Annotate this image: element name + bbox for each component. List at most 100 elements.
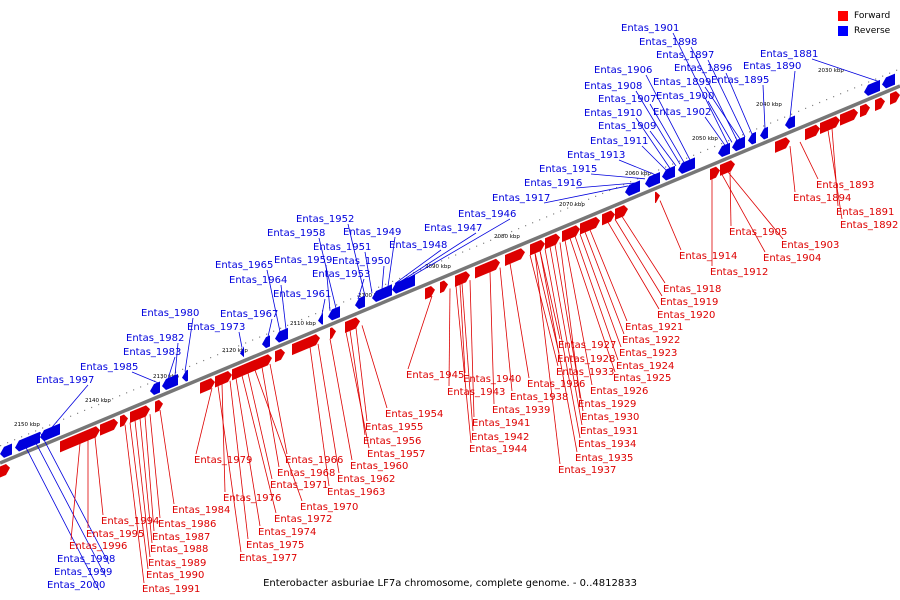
map-caption: Enterobacter asburiae LF7a chromosome, c… bbox=[263, 578, 637, 589]
gene-label: Entas_1895 bbox=[711, 75, 769, 86]
leader-line bbox=[184, 317, 194, 372]
legend: Forward Reverse bbox=[838, 8, 900, 38]
forward-gene bbox=[440, 280, 448, 294]
leader-line bbox=[280, 284, 287, 330]
reverse-gene bbox=[785, 115, 795, 129]
reverse-gene bbox=[760, 126, 768, 140]
scale-dot bbox=[210, 357, 212, 359]
scale-dot bbox=[77, 412, 79, 414]
scale-dot bbox=[658, 169, 660, 171]
leader-line bbox=[729, 171, 732, 227]
scale-dot bbox=[238, 345, 240, 347]
leader-line bbox=[489, 271, 495, 405]
gene-label: Entas_1972 bbox=[274, 514, 332, 525]
forward-gene bbox=[232, 354, 272, 381]
gene-label: Entas_1914 bbox=[679, 251, 737, 262]
scale-dot bbox=[623, 184, 625, 186]
tick-label: 2150 kbp bbox=[14, 422, 40, 428]
leader-line bbox=[554, 244, 584, 412]
forward-gene bbox=[580, 216, 600, 235]
forward-gene bbox=[455, 271, 470, 287]
gene-label: Entas_1933 bbox=[556, 367, 614, 378]
scale-dot bbox=[385, 283, 387, 285]
gene-label: Entas_1955 bbox=[365, 422, 423, 433]
scale-dot bbox=[357, 295, 359, 297]
legend-item-forward: Forward bbox=[838, 8, 900, 23]
scale-dot bbox=[231, 348, 233, 350]
scale-dot bbox=[91, 406, 93, 409]
leader-line bbox=[381, 265, 385, 290]
genes-layer bbox=[0, 73, 900, 478]
gene-label: Entas_1983 bbox=[123, 347, 181, 358]
forward-gene bbox=[155, 399, 163, 413]
reverse-gene bbox=[15, 431, 40, 452]
scale-dot bbox=[602, 192, 604, 195]
gene-label: Entas_1985 bbox=[80, 362, 138, 373]
scale-dot bbox=[826, 98, 828, 101]
leader-line bbox=[539, 250, 561, 340]
leader-line bbox=[387, 236, 396, 287]
scale-dot bbox=[854, 87, 856, 89]
gene-label: Entas_1947 bbox=[424, 223, 482, 234]
gene-label: Entas_1925 bbox=[613, 373, 671, 384]
gene-label: Entas_1894 bbox=[793, 193, 851, 204]
leader-line bbox=[704, 116, 726, 146]
scale-dot bbox=[182, 368, 184, 370]
scale-dot bbox=[413, 271, 415, 274]
leader-line bbox=[174, 342, 179, 376]
gene-label: Entas_1982 bbox=[126, 333, 184, 344]
tick-label: 2080 kbp bbox=[494, 234, 520, 240]
forward-gene bbox=[615, 205, 628, 220]
gene-label: Entas_1946 bbox=[458, 209, 516, 220]
forward-gene bbox=[840, 108, 858, 126]
gene-label: Entas_1939 bbox=[492, 405, 550, 416]
leader-line bbox=[575, 182, 636, 189]
gene-label: Entas_1920 bbox=[657, 310, 715, 321]
leader-lines-layer bbox=[21, 32, 879, 591]
scale-dot bbox=[28, 433, 30, 435]
leader-line bbox=[539, 250, 578, 453]
scale-dot bbox=[49, 424, 51, 426]
forward-gene bbox=[710, 166, 720, 181]
reverse-gene bbox=[150, 381, 160, 395]
scale-dot bbox=[791, 113, 793, 115]
scale-dot bbox=[196, 362, 198, 365]
leader-line bbox=[261, 367, 280, 468]
gene-label: Entas_1977 bbox=[239, 553, 297, 564]
forward-gene bbox=[0, 463, 10, 478]
gene-label: Entas_1960 bbox=[350, 461, 408, 472]
leader-line bbox=[831, 128, 839, 207]
gene-label: Entas_1975 bbox=[246, 540, 304, 551]
leader-line bbox=[762, 84, 766, 129]
leader-line bbox=[707, 100, 733, 143]
forward-gene bbox=[545, 233, 560, 250]
scale-dot bbox=[308, 315, 310, 318]
leader-line bbox=[659, 200, 682, 251]
leader-line bbox=[39, 432, 110, 565]
leader-line bbox=[149, 414, 161, 519]
reverse-gene bbox=[328, 306, 340, 321]
leader-line bbox=[229, 380, 249, 540]
scale-dot bbox=[315, 313, 317, 315]
tick-label: 2110 kbp bbox=[290, 321, 316, 327]
scale-dot bbox=[896, 69, 898, 71]
scale-dot bbox=[343, 301, 345, 303]
reverse-gene bbox=[40, 423, 60, 442]
reverse-gene bbox=[882, 73, 895, 89]
scale-dot bbox=[7, 442, 9, 444]
scale-dot bbox=[105, 401, 107, 403]
scale-dot bbox=[133, 389, 135, 391]
scale-dot bbox=[560, 210, 562, 212]
gene-label: Entas_1921 bbox=[625, 322, 683, 333]
forward-gene bbox=[130, 405, 150, 424]
gene-label: Entas_1971 bbox=[270, 480, 328, 491]
gene-label: Entas_1904 bbox=[763, 253, 821, 264]
gene-label: Entas_1890 bbox=[743, 61, 801, 72]
leader-line bbox=[584, 231, 625, 335]
scale-dot bbox=[686, 157, 688, 159]
scale-dot bbox=[126, 392, 128, 394]
leader-line bbox=[579, 233, 622, 348]
scale-dot bbox=[70, 415, 72, 417]
reverse-gene bbox=[625, 180, 640, 197]
scale-dot bbox=[469, 248, 471, 250]
